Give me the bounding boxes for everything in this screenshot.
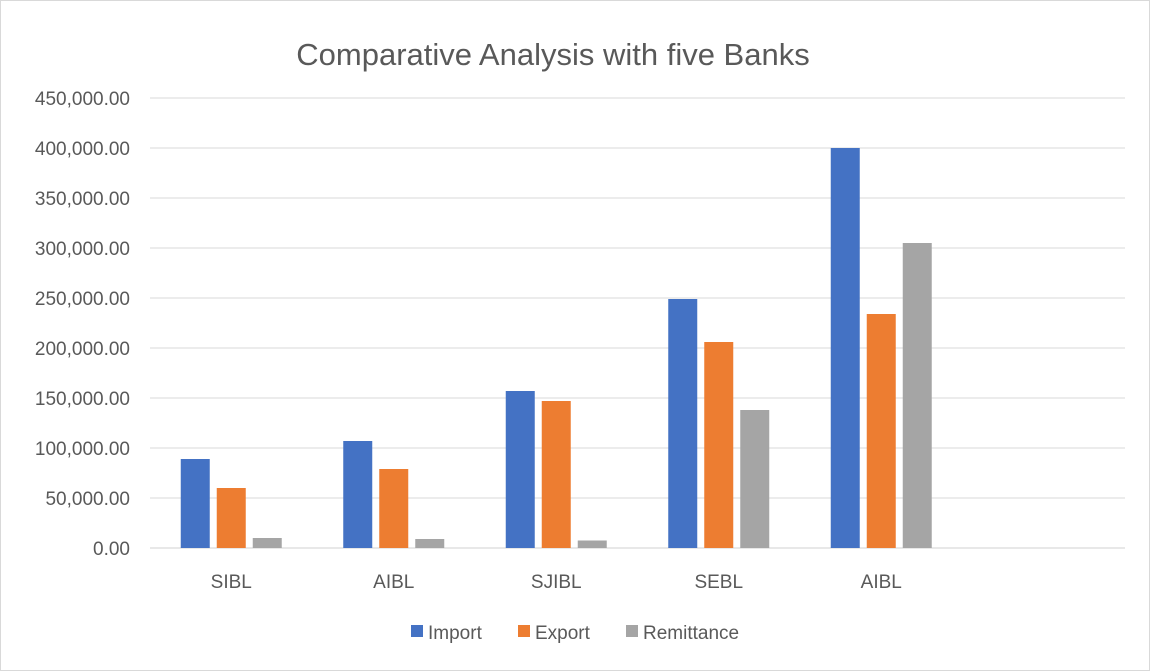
x-category-label: SIBL xyxy=(211,572,252,593)
y-tick-label: 0.00 xyxy=(93,539,130,560)
y-tick-label: 300,000.00 xyxy=(35,239,130,260)
legend: Import Export Remittance xyxy=(411,623,739,644)
bar-remittance-sjibl xyxy=(577,540,607,548)
bar-export-aibl xyxy=(866,314,896,548)
bar-import-sjibl xyxy=(505,391,535,548)
chart-title: Comparative Analysis with five Banks xyxy=(296,37,809,72)
bar-export-sibl xyxy=(216,488,246,548)
bar-remittance-sibl xyxy=(252,538,282,548)
x-category-label: AIBL xyxy=(861,572,902,593)
bar-export-sebl xyxy=(704,342,734,548)
legend-label-remittance: Remittance xyxy=(643,623,739,644)
x-category-label: AIBL xyxy=(373,572,414,593)
legend-label-import: Import xyxy=(428,623,483,644)
x-category-label: SJIBL xyxy=(531,572,582,593)
gridlines xyxy=(150,97,1125,549)
y-tick-label: 100,000.00 xyxy=(35,439,130,460)
bar-export-aibl xyxy=(379,469,409,548)
legend-swatch-export xyxy=(518,625,530,637)
y-tick-label: 200,000.00 xyxy=(35,339,130,360)
bar-import-aibl xyxy=(830,148,860,548)
bar-export-sjibl xyxy=(541,401,571,548)
bar-remittance-sebl xyxy=(740,410,770,548)
bar-import-aibl xyxy=(343,441,373,548)
x-axis-category-labels: SIBL AIBL SJIBL SEBL AIBL xyxy=(211,572,902,593)
y-tick-label: 400,000.00 xyxy=(35,139,130,160)
legend-swatch-remittance xyxy=(626,625,638,637)
legend-swatch-import xyxy=(411,625,423,637)
y-axis-tick-labels: 0.00 50,000.00 100,000.00 150,000.00 200,000… xyxy=(35,89,130,560)
y-tick-label: 50,000.00 xyxy=(45,489,130,510)
bar-import-sibl xyxy=(180,459,210,548)
bar-import-sebl xyxy=(668,299,698,548)
bars xyxy=(180,148,932,548)
x-category-label: SEBL xyxy=(694,572,743,593)
y-tick-label: 250,000.00 xyxy=(35,289,130,310)
y-tick-label: 350,000.00 xyxy=(35,189,130,210)
legend-label-export: Export xyxy=(535,623,591,644)
bar-remittance-aibl xyxy=(902,243,932,548)
bar-remittance-aibl xyxy=(415,539,445,548)
y-tick-label: 450,000.00 xyxy=(35,89,130,110)
y-tick-label: 150,000.00 xyxy=(35,389,130,410)
